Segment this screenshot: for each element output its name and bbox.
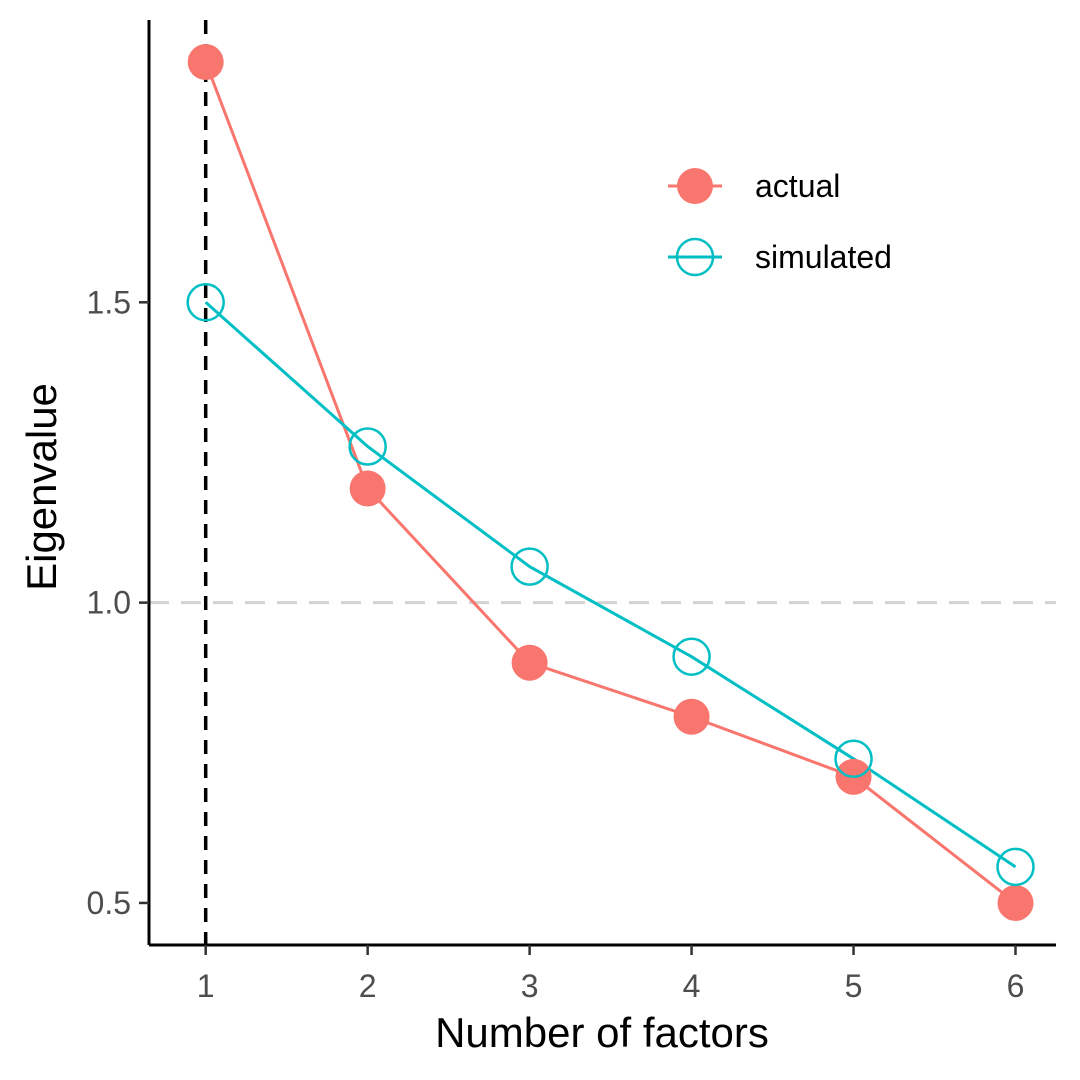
series-line-simulated <box>204 301 1017 869</box>
data-point-simulated <box>834 739 873 779</box>
x-tick-label: 6 <box>1007 968 1025 1004</box>
data-point-simulated <box>672 637 711 676</box>
x-axis-title: Number of factors <box>435 1009 769 1056</box>
data-point-actual <box>997 884 1034 921</box>
y-tick-label: 1.5 <box>87 284 131 320</box>
y-tick-label: 1.0 <box>87 585 131 621</box>
legend-key-marker-simulated <box>675 237 715 277</box>
legend-label-simulated: simulated <box>755 239 892 275</box>
x-tick-label: 2 <box>359 968 377 1004</box>
data-point-actual <box>511 644 548 681</box>
x-tick-label: 4 <box>683 968 701 1004</box>
x-tick-label: 5 <box>845 968 863 1004</box>
y-tick-label: 0.5 <box>87 885 131 921</box>
x-tick-label: 3 <box>521 968 539 1004</box>
legend-key-marker-actual <box>677 168 713 204</box>
series-line-actual <box>204 61 1017 905</box>
data-point-simulated <box>348 427 387 466</box>
data-point-simulated <box>996 847 1035 887</box>
data-point-actual <box>187 44 224 81</box>
data-point-actual <box>673 698 710 735</box>
data-point-simulated <box>186 283 225 322</box>
data-point-actual <box>349 470 386 507</box>
legend-label-actual: actual <box>755 168 840 204</box>
data-point-simulated <box>510 547 549 586</box>
y-axis-title: Eigenvalue <box>18 383 65 591</box>
x-tick-label: 1 <box>197 968 215 1004</box>
